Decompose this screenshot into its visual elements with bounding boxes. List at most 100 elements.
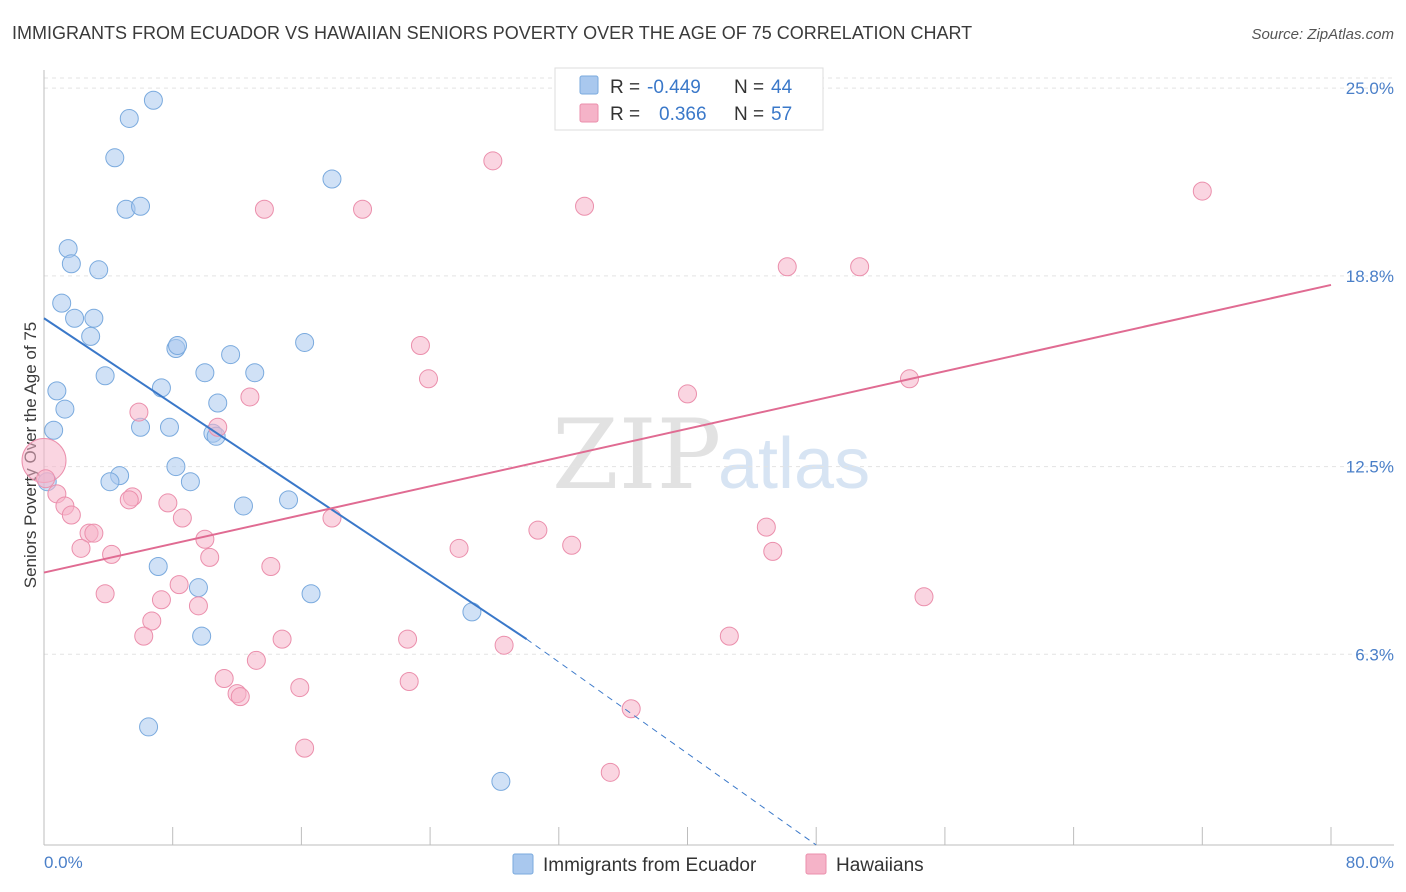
point-hawaiians xyxy=(71,538,91,558)
point-ecuador xyxy=(61,254,81,274)
x-tick-labels: 0.0% 80.0% xyxy=(44,853,1394,872)
point-ecuador xyxy=(119,108,139,128)
point-hawaiians xyxy=(562,535,582,555)
point-ecuador xyxy=(131,196,151,216)
point-hawaiians xyxy=(84,523,104,543)
point-ecuador xyxy=(159,417,179,437)
point-ecuador xyxy=(295,332,315,352)
legend-r-label-hawaiians: R = xyxy=(610,104,640,125)
point-ecuador xyxy=(65,308,85,328)
point-hawaiians xyxy=(719,626,739,646)
bottom-legend-label-hawaiians: Hawaiians xyxy=(836,855,924,876)
point-ecuador xyxy=(279,490,299,510)
point-ecuador xyxy=(47,381,67,401)
point-hawaiians xyxy=(418,369,438,389)
point-hawaiians xyxy=(398,629,418,649)
point-hawaiians xyxy=(600,762,620,782)
point-ecuador xyxy=(322,169,342,189)
legend-n-label-hawaiians: N = xyxy=(734,104,764,125)
gridlines xyxy=(44,77,1394,655)
point-ecuador xyxy=(491,771,511,791)
legend-r-value-hawaiians: 0.366 xyxy=(659,104,707,125)
legend-swatch-hawaiians xyxy=(579,103,599,123)
point-ecuador xyxy=(55,399,75,419)
point-ecuador xyxy=(95,366,115,386)
point-ecuador xyxy=(195,363,215,383)
point-hawaiians xyxy=(756,517,776,537)
point-hawaiians xyxy=(621,699,641,719)
point-hawaiians xyxy=(763,541,783,561)
y-tick-label: 12.5% xyxy=(1346,458,1394,477)
watermark-zip-text: ZIP xyxy=(552,399,721,511)
point-hawaiians xyxy=(95,584,115,604)
point-hawaiians xyxy=(151,590,171,610)
point-hawaiians xyxy=(200,547,220,567)
point-hawaiians xyxy=(102,544,122,564)
y-tick-label: 18.8% xyxy=(1346,267,1394,286)
stats-legend-box xyxy=(554,67,824,131)
point-hawaiians xyxy=(169,575,189,595)
point-hawaiians xyxy=(240,387,260,407)
point-hawaiians xyxy=(61,505,81,525)
point-hawaiians xyxy=(777,257,797,277)
point-ecuador xyxy=(192,626,212,646)
y-tick-labels: 6.3% 12.5% 18.8% 25.0% xyxy=(1346,79,1394,664)
x-tick-label-max: 80.0% xyxy=(1346,853,1394,872)
point-hawaiians xyxy=(295,738,315,758)
point-ecuador xyxy=(139,717,159,737)
point-hawaiians xyxy=(575,196,595,216)
x-tick-label-min: 0.0% xyxy=(44,853,83,872)
point-ecuador xyxy=(221,345,241,365)
point-ecuador xyxy=(148,556,168,576)
chart-source: Source: ZipAtlas.com xyxy=(1251,26,1394,43)
point-hawaiians xyxy=(353,199,373,219)
point-ecuador xyxy=(168,335,188,355)
bottom-legend: Immigrants from Ecuador Hawaiians xyxy=(512,853,924,876)
point-hawaiians xyxy=(272,629,292,649)
point-hawaiians xyxy=(528,520,548,540)
watermark: ZIP atlas xyxy=(552,399,870,511)
legend-n-value-hawaiians: 57 xyxy=(771,104,792,125)
point-ecuador xyxy=(166,457,186,477)
trendline-ecuador-extension xyxy=(526,638,817,846)
y-tick-label: 25.0% xyxy=(1346,79,1394,98)
point-hawaiians xyxy=(261,556,281,576)
point-ecuador xyxy=(208,393,228,413)
point-ecuador xyxy=(105,148,125,168)
trendlines xyxy=(43,283,1332,846)
point-hawaiians xyxy=(172,508,192,528)
chart-title: IMMIGRANTS FROM ECUADOR VS HAWAIIAN SENI… xyxy=(12,23,972,43)
bottom-legend-label-ecuador: Immigrants from Ecuador xyxy=(543,855,757,876)
point-hawaiians xyxy=(254,199,274,219)
watermark-atlas-text: atlas xyxy=(718,424,870,504)
point-hawaiians xyxy=(678,384,697,404)
point-hawaiians xyxy=(290,678,310,698)
stats-legend: R = -0.449 N = 44 R = 0.366 N = 57 xyxy=(554,67,824,131)
point-ecuador xyxy=(84,308,104,328)
point-hawaiians xyxy=(195,529,215,549)
point-ecuador xyxy=(100,472,120,492)
point-hawaiians xyxy=(188,596,208,616)
point-ecuador xyxy=(301,584,321,604)
bottom-legend-swatch-ecuador xyxy=(512,853,534,875)
point-hawaiians xyxy=(129,402,149,422)
legend-n-value-ecuador: 44 xyxy=(771,77,793,98)
point-ecuador xyxy=(188,578,208,598)
point-hawaiians xyxy=(449,538,469,558)
point-ecuador xyxy=(151,378,171,398)
legend-r-value-ecuador: -0.449 xyxy=(647,77,701,98)
trendline-hawaiians xyxy=(43,283,1332,574)
point-ecuador xyxy=(52,293,72,313)
point-hawaiians xyxy=(1192,181,1212,201)
point-ecuador xyxy=(180,472,200,492)
point-ecuador xyxy=(89,260,109,280)
legend-n-label-ecuador: N = xyxy=(734,77,764,98)
point-hawaiians xyxy=(494,635,514,655)
scatter-points xyxy=(21,90,1212,791)
point-ecuador xyxy=(81,326,101,346)
point-hawaiians xyxy=(119,490,139,510)
trendline-ecuador xyxy=(43,317,528,640)
point-hawaiians xyxy=(134,626,154,646)
point-hawaiians xyxy=(399,672,419,692)
